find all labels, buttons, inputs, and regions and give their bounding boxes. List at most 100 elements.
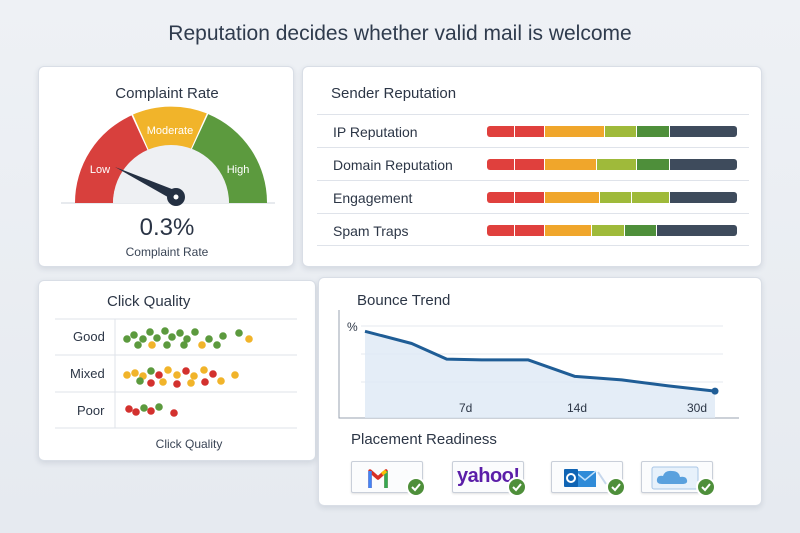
- reputation-bar-segment: [599, 192, 632, 203]
- click-dot: [198, 341, 206, 349]
- gmail-icon: [368, 469, 388, 488]
- placement-title: Placement Readiness: [351, 431, 497, 448]
- outlook-icon: [564, 469, 607, 487]
- page-title: Reputation decides whether valid mail is…: [168, 22, 632, 45]
- click-dot: [205, 335, 213, 343]
- click-dot: [147, 367, 155, 375]
- reputation-bar-segment: [514, 159, 545, 170]
- sender-reputation-card: Sender Reputation IP Reputation Domain R…: [302, 66, 762, 267]
- click-dot: [217, 377, 225, 385]
- bounce-trend-chart: [338, 310, 739, 419]
- complaint-value: 0.3%: [139, 214, 195, 241]
- reputation-bar-segment: [487, 225, 515, 236]
- reputation-row: IP Reputation: [317, 114, 749, 147]
- click-dot: [209, 370, 217, 378]
- reputation-row: Domain Reputation: [317, 147, 749, 180]
- click-dot: [146, 328, 154, 336]
- provider-yahoo[interactable]: yahoo!: [452, 461, 527, 497]
- click-dot: [147, 379, 155, 387]
- reputation-bar-segment: [544, 225, 592, 236]
- provider-icloud[interactable]: [641, 461, 716, 497]
- click-dot: [123, 371, 131, 379]
- click-dot: [132, 408, 140, 416]
- gauge-zone-moderate: [133, 106, 207, 153]
- click-dot: [182, 367, 190, 375]
- complaint-caption: Complaint Rate: [125, 245, 209, 259]
- click-dot: [155, 403, 163, 411]
- reputation-label: Domain Reputation: [333, 157, 453, 173]
- click-dot: [131, 369, 139, 377]
- reputation-bar-segment: [514, 225, 545, 236]
- click-dot: [190, 372, 198, 380]
- bounce-line: [364, 329, 716, 393]
- reputation-bar-segment: [624, 225, 657, 236]
- click-dot: [235, 329, 243, 337]
- gauge-label-low: Low: [90, 164, 110, 176]
- click-quality-caption: Click Quality: [155, 437, 223, 451]
- reputation-label: IP Reputation: [333, 124, 418, 140]
- gauge-needle: [115, 167, 177, 200]
- reputation-bar: [487, 159, 737, 170]
- click-row-label-mixed: Mixed: [70, 366, 105, 381]
- reputation-bar-segment: [592, 225, 625, 236]
- click-dot: [123, 335, 131, 343]
- click-dot: [147, 407, 155, 415]
- click-dot: [159, 378, 167, 386]
- icloud-icon: [651, 466, 699, 490]
- reputation-bar-segment: [597, 159, 637, 170]
- click-dot: [140, 404, 148, 412]
- reputation-bar-segment: [669, 159, 737, 170]
- check-icon: [406, 477, 426, 497]
- reputation-label: Engagement: [333, 190, 413, 206]
- reputation-row: Spam Traps: [317, 213, 749, 246]
- reputation-bar-segment: [487, 192, 515, 203]
- bounce-x-tick: 14d: [567, 401, 588, 415]
- reputation-bar-segment: [637, 126, 670, 137]
- click-dot: [153, 334, 161, 342]
- bounce-y-unit: %: [347, 320, 358, 334]
- provider-gmail[interactable]: [351, 461, 426, 497]
- gauge-zone-high: [190, 114, 268, 203]
- click-quality-plot: [55, 318, 297, 429]
- click-dot: [201, 378, 209, 386]
- click-quality-title: Click Quality: [107, 293, 191, 310]
- click-dot: [155, 371, 163, 379]
- click-dot: [183, 335, 191, 343]
- click-dot: [180, 341, 188, 349]
- click-dot: [173, 380, 181, 388]
- reputation-bar-segment: [632, 192, 670, 203]
- click-dot: [176, 329, 184, 337]
- click-row-label-good: Good: [73, 329, 105, 344]
- bounce-trend-card: Bounce Trend % 7d 14d 30d Placement Read…: [318, 277, 762, 506]
- gauge-label-moderate: Moderate: [147, 125, 193, 137]
- click-dot: [187, 379, 195, 387]
- click-dot: [164, 366, 172, 374]
- provider-outlook[interactable]: [551, 461, 626, 497]
- yahoo-logo: yahoo!: [457, 465, 520, 487]
- reputation-bar-segment: [544, 192, 600, 203]
- click-dot: [134, 341, 142, 349]
- gauge-label-high: High: [227, 164, 250, 176]
- check-icon: [606, 477, 626, 497]
- click-row-label-poor: Poor: [77, 403, 105, 418]
- click-dot: [191, 328, 199, 336]
- click-dot: [148, 341, 156, 349]
- click-dot: [139, 335, 147, 343]
- click-dot: [130, 331, 138, 339]
- reputation-bar-segment: [544, 126, 605, 137]
- reputation-bar-segment: [657, 225, 737, 236]
- click-dot: [136, 377, 144, 385]
- reputation-bar-segment: [669, 126, 737, 137]
- reputation-bar: [487, 192, 737, 203]
- reputation-bar-segment: [637, 159, 670, 170]
- check-icon: [696, 477, 716, 497]
- click-dot: [161, 327, 169, 335]
- bounce-area: [365, 331, 715, 418]
- reputation-bar-segment: [487, 126, 515, 137]
- complaint-title: Complaint Rate: [115, 85, 219, 102]
- reputation-bar: [487, 126, 737, 137]
- complaint-gauge: Low Moderate High: [61, 106, 275, 206]
- bounce-end-point: [711, 387, 719, 395]
- reputation-row: Engagement: [317, 180, 749, 213]
- click-dot: [125, 405, 133, 413]
